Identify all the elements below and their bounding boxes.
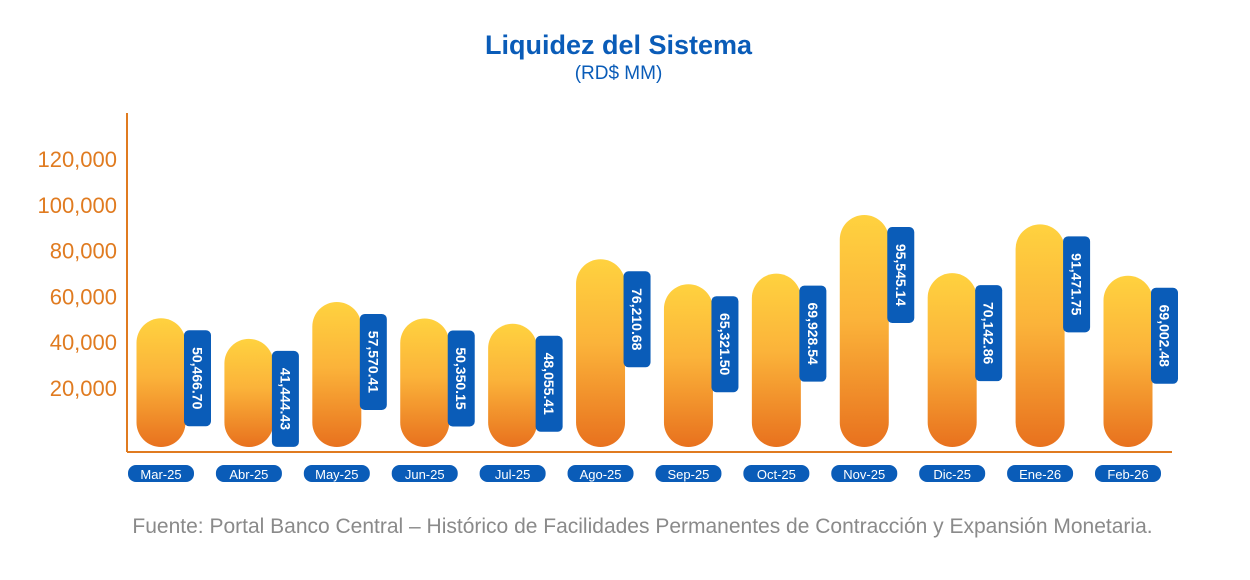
y-axis-ticks: 20,000 40,000 60,000 80,000 100,000 120,000 [37, 147, 117, 401]
bars [136, 215, 1153, 447]
x-tick-label: Sep-25 [667, 467, 709, 482]
bar [136, 318, 186, 447]
value-label: 50,466.70 [190, 347, 206, 409]
value-label: 76,210.68 [629, 288, 645, 350]
bar [839, 215, 889, 447]
bar [751, 273, 801, 447]
value-label-box [1063, 236, 1091, 333]
value-label: 69,928.54 [805, 303, 821, 365]
bar [927, 273, 977, 447]
bar [224, 338, 274, 447]
x-tick-pill [391, 465, 458, 482]
x-tick-pill [1095, 465, 1161, 482]
chart-title: Liquidez del Sistema [484, 30, 753, 60]
source-note: Fuente: Portal Banco Central – Histórico… [132, 515, 1153, 538]
value-label: 65,321.50 [717, 313, 733, 375]
x-tick-pill [919, 465, 986, 482]
value-label: 69,002.48 [1157, 305, 1173, 367]
x-tick-label: Mar-25 [140, 467, 181, 482]
x-tick-label: Jul-25 [495, 467, 530, 482]
bar [1103, 275, 1153, 447]
x-tick-label: Jun-25 [405, 467, 445, 482]
value-label: 95,545.14 [893, 244, 909, 306]
y-tick-label: 80,000 [50, 239, 117, 264]
bar [576, 259, 626, 447]
bar [488, 323, 538, 447]
value-label: 57,570.41 [365, 331, 381, 393]
x-tick-pill [655, 465, 722, 482]
value-label-box [711, 296, 739, 393]
x-axis-labels: Mar-25 Abr-25 May-25 Jun-25 Jul-25 Ago-25 Sep-… [128, 465, 1161, 482]
x-tick-pill [831, 465, 898, 482]
value-label: 50,350.15 [453, 347, 469, 409]
y-tick-label: 60,000 [50, 284, 117, 309]
chart-subtitle: (RD$ MM) [574, 63, 663, 84]
bar [1015, 224, 1065, 447]
x-tick-pill [1007, 465, 1074, 482]
value-label-box [975, 285, 1003, 382]
x-tick-label: Nov-25 [843, 467, 885, 482]
x-tick-pill [303, 465, 370, 482]
x-tick-label: Abr-25 [229, 467, 268, 482]
x-tick-label: Ene-26 [1019, 467, 1061, 482]
x-tick-pill [567, 465, 634, 482]
bar [400, 318, 450, 447]
x-tick-label: Dic-25 [933, 467, 971, 482]
value-label-box [623, 271, 651, 368]
x-tick-label: Feb-26 [1107, 467, 1148, 482]
value-label-box [184, 330, 211, 427]
chart-axes [126, 113, 1172, 453]
y-tick-label: 20,000 [50, 376, 117, 401]
value-label: 91,471.75 [1069, 253, 1085, 315]
value-label-box [1151, 287, 1178, 384]
x-tick-label: Oct-25 [757, 467, 796, 482]
x-tick-pill [479, 465, 546, 482]
x-tick-pill [128, 465, 194, 482]
value-label-box [359, 313, 387, 410]
x-tick-pill [215, 465, 282, 482]
bar [663, 284, 713, 447]
value-label-box [271, 350, 299, 447]
value-label-box [799, 285, 827, 382]
value-labels: 50,466.70 41,444.43 57,570.41 50,350.15 48,0… [184, 227, 1178, 447]
y-tick-label: 40,000 [50, 330, 117, 355]
x-tick-pill [743, 465, 810, 482]
y-tick-label: 100,000 [37, 193, 117, 218]
value-label-box [535, 335, 563, 432]
bar [312, 301, 362, 447]
y-tick-label: 120,000 [37, 147, 117, 172]
value-label: 70,142.86 [981, 302, 997, 364]
x-tick-label: Ago-25 [580, 467, 622, 482]
value-label-box [887, 227, 915, 324]
value-label: 41,444.43 [277, 368, 293, 430]
value-label: 48,055.41 [541, 353, 557, 415]
x-tick-label: May-25 [315, 467, 358, 482]
value-label-box [447, 330, 475, 427]
